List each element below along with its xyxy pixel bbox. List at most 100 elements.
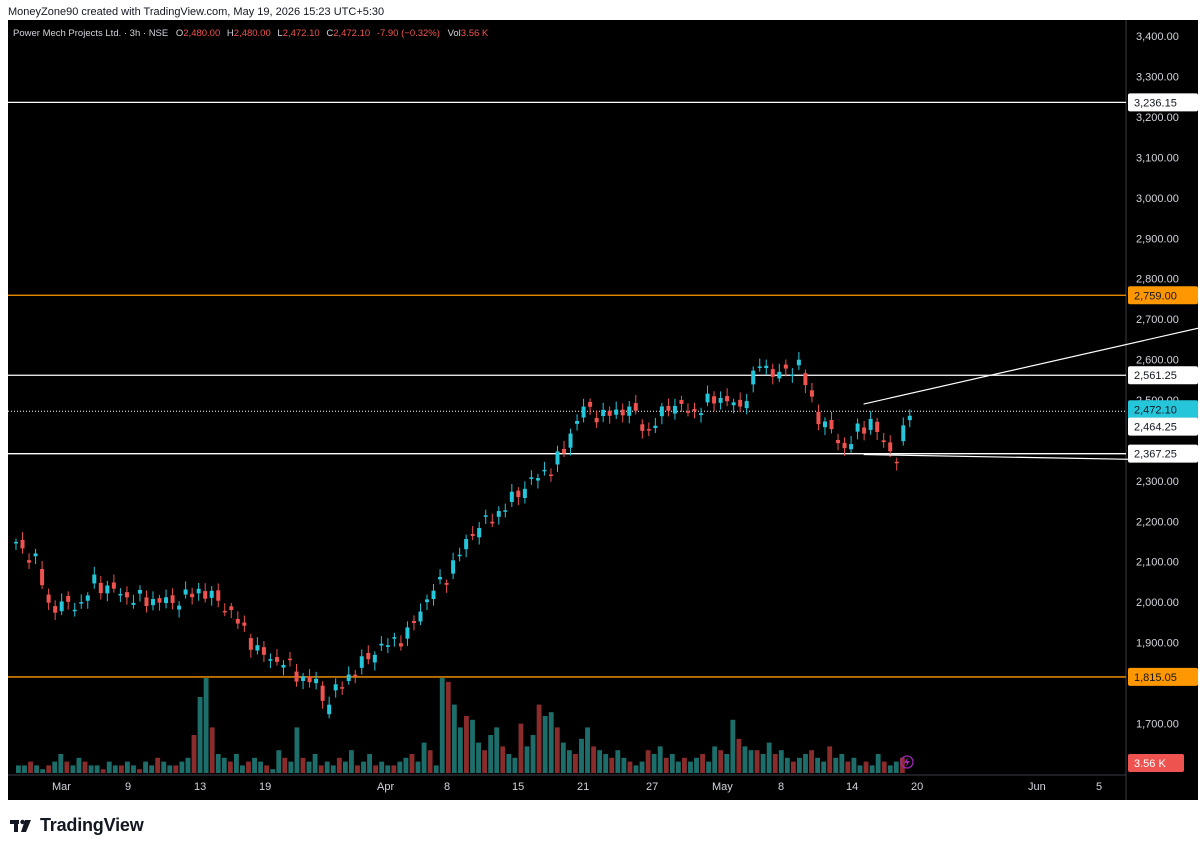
candle-body bbox=[255, 645, 260, 651]
volume-bar bbox=[839, 754, 845, 773]
candle-body bbox=[98, 582, 103, 594]
legend-low-label: L bbox=[277, 28, 282, 39]
candle-body bbox=[816, 411, 821, 425]
prev-close-tag-bg bbox=[1128, 417, 1198, 436]
candle-body bbox=[27, 560, 32, 563]
volume-bar bbox=[536, 704, 542, 773]
candle-body bbox=[346, 674, 351, 681]
volume-bar bbox=[748, 750, 754, 773]
candle-body bbox=[248, 638, 253, 650]
candle-body bbox=[777, 371, 782, 379]
volume-bar bbox=[227, 761, 233, 773]
candle-body bbox=[790, 374, 795, 377]
svg-text:Power Mech Projects Ltd. · 3h: Power Mech Projects Ltd. · 3h · NSE O2,4… bbox=[13, 28, 489, 39]
volume-bar bbox=[173, 765, 179, 773]
flash-icon[interactable] bbox=[900, 755, 914, 769]
volume-bar bbox=[675, 761, 681, 773]
time-tick: 15 bbox=[512, 781, 524, 793]
candle-body bbox=[836, 439, 841, 444]
volume-bar bbox=[724, 754, 730, 773]
candle-body bbox=[842, 442, 847, 449]
candle-body bbox=[888, 442, 893, 452]
candle-body bbox=[385, 645, 390, 647]
volume-bar bbox=[379, 761, 385, 773]
volume-bar bbox=[482, 750, 488, 773]
volume-bar bbox=[875, 754, 881, 773]
volume-bar bbox=[288, 761, 294, 773]
candle-body bbox=[627, 406, 632, 416]
volume-bar bbox=[554, 727, 560, 773]
candle-body bbox=[288, 658, 293, 661]
volume-bar bbox=[730, 719, 736, 773]
volume-tag-bg bbox=[1128, 754, 1184, 772]
volume-bar bbox=[137, 769, 142, 773]
candle-body bbox=[418, 611, 423, 622]
candle-body bbox=[581, 406, 586, 418]
level-tag-bg bbox=[1128, 93, 1198, 112]
candle-body bbox=[105, 585, 110, 594]
volume-bar bbox=[209, 727, 215, 773]
volume-bar bbox=[312, 754, 318, 773]
last-price-value: 2,472.10 bbox=[1134, 404, 1177, 416]
price-tick: 2,300.00 bbox=[1136, 476, 1179, 488]
candle-body bbox=[59, 601, 64, 612]
legend-vol: 3.56 K bbox=[461, 28, 489, 39]
candle-body bbox=[111, 582, 116, 589]
candle-body bbox=[516, 490, 521, 498]
volume-bar bbox=[778, 750, 784, 773]
candle-body bbox=[509, 491, 514, 502]
volume-bar bbox=[718, 750, 724, 773]
volume-bar bbox=[809, 750, 814, 773]
legend-row: Power Mech Projects Ltd. · 3h · NSE O2,4… bbox=[13, 28, 489, 39]
volume-bar bbox=[500, 746, 506, 773]
price-tags: 3,236.15 2,759.00 2,561.25 2,367.25 1,815.05… bbox=[1128, 93, 1198, 772]
volume-bar bbox=[657, 746, 663, 773]
volume-bar bbox=[542, 716, 548, 773]
volume-bars bbox=[16, 678, 905, 773]
level-tag: 2,759.00 bbox=[1134, 290, 1177, 302]
price-chart[interactable]: 3,400.00 3,300.00 3,200.00 3,100.00 3,000.00… bbox=[8, 20, 1198, 800]
price-tick: 2,600.00 bbox=[1136, 355, 1179, 367]
candle-body bbox=[372, 654, 377, 663]
price-tick: 2,900.00 bbox=[1136, 233, 1179, 245]
candle-body bbox=[451, 560, 456, 574]
volume-bar bbox=[348, 750, 354, 773]
candles bbox=[14, 351, 912, 719]
volume-bar bbox=[246, 761, 251, 773]
volume-bar bbox=[324, 761, 330, 773]
volume-bar bbox=[512, 757, 518, 773]
candle-body bbox=[222, 610, 227, 613]
time-tick: Jun bbox=[1028, 781, 1046, 793]
volume-bar bbox=[445, 681, 451, 773]
volume-bar bbox=[143, 761, 148, 773]
candle-body bbox=[131, 602, 136, 605]
time-tick: 21 bbox=[577, 781, 589, 793]
volume-bar bbox=[373, 765, 379, 773]
candle-body bbox=[751, 370, 756, 385]
legend-close: 2,472.10 bbox=[333, 28, 370, 39]
time-axis[interactable]: Mar 9 13 19 Apr 8 15 21 27 May 8 14 20 Jun 5 bbox=[52, 781, 1102, 793]
volume-bar bbox=[518, 723, 524, 773]
candle-body bbox=[692, 408, 697, 412]
volume-bar bbox=[803, 754, 808, 773]
candle-body bbox=[588, 402, 593, 407]
level-tag-bg bbox=[1128, 286, 1198, 305]
price-tick: 1,900.00 bbox=[1136, 638, 1179, 650]
price-tick: 3,200.00 bbox=[1136, 112, 1179, 124]
volume-bar bbox=[282, 757, 288, 773]
candle-body bbox=[503, 510, 508, 512]
candle-body bbox=[803, 373, 808, 386]
time-tick: 27 bbox=[646, 781, 658, 793]
time-tick: 8 bbox=[778, 781, 784, 793]
price-tick: 3,300.00 bbox=[1136, 72, 1179, 84]
tradingview-wordmark: TradingView bbox=[40, 815, 144, 835]
chart-area[interactable]: 3,400.00 3,300.00 3,200.00 3,100.00 3,000.00… bbox=[8, 20, 1198, 800]
volume-bar bbox=[385, 765, 391, 773]
tradingview-logo[interactable]: TradingView bbox=[10, 815, 144, 836]
volume-bar bbox=[700, 754, 706, 773]
candle-body bbox=[425, 599, 430, 603]
volume-bar bbox=[494, 727, 500, 773]
legend-low: 2,472.10 bbox=[283, 28, 320, 39]
candle-body bbox=[881, 440, 886, 443]
legend-high-label: H bbox=[227, 28, 234, 39]
